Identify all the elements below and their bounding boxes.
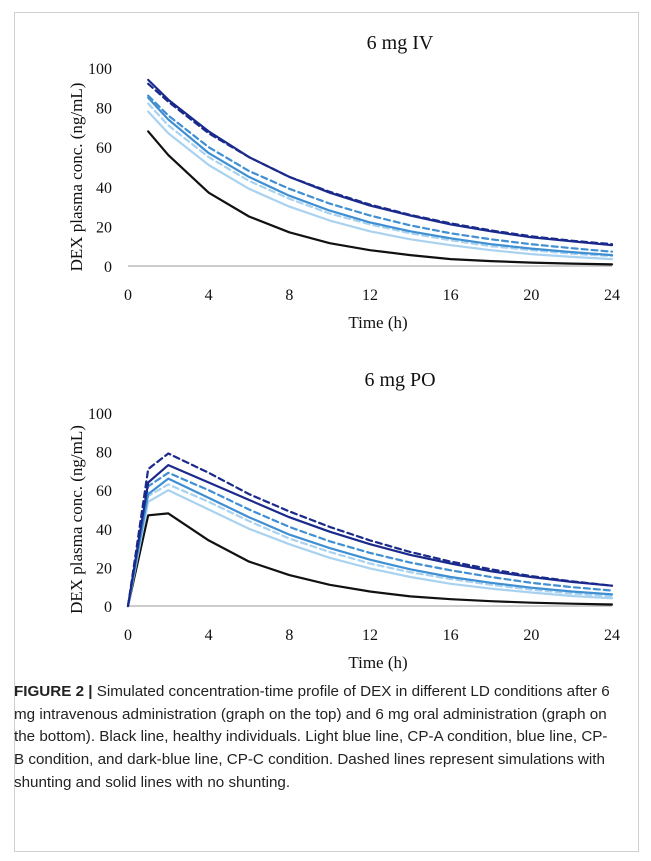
- series-line-4: [147, 94, 614, 253]
- y-tick-label: 100: [88, 406, 112, 423]
- x-tick-label: 12: [362, 627, 378, 644]
- series-line-3: [126, 477, 614, 608]
- y-tick-label: 0: [104, 599, 112, 616]
- x-tick-label: 4: [205, 287, 213, 304]
- y-tick-label: 40: [96, 180, 112, 197]
- series-line-0: [126, 512, 614, 608]
- series-line-6: [126, 452, 614, 608]
- x-tick-label: 20: [523, 627, 539, 644]
- x-tick-label: 16: [443, 627, 459, 644]
- x-tick-label: 16: [443, 287, 459, 304]
- x-tick-label: 20: [523, 287, 539, 304]
- y-tick-label: 0: [104, 259, 112, 276]
- y-tick-label: 40: [96, 522, 112, 539]
- y-tick-label: 80: [96, 101, 112, 118]
- series-line-0: [147, 130, 614, 266]
- x-axis-label: Time (h): [348, 653, 407, 672]
- series-line-2: [147, 102, 614, 258]
- y-tick-label: 100: [88, 61, 112, 78]
- figure-frame: [14, 12, 639, 852]
- x-tick-label: 24: [604, 627, 620, 644]
- series-line-3: [147, 96, 614, 257]
- caption-text: Simulated concentration-time profile of …: [14, 683, 610, 791]
- caption-lead: FIGURE 2 |: [14, 683, 93, 700]
- y-tick-label: 80: [96, 445, 112, 462]
- chart-title: 6 mg PO: [364, 369, 435, 391]
- x-tick-label: 8: [285, 287, 293, 304]
- x-tick-label: 8: [285, 627, 293, 644]
- series-line-6: [147, 82, 614, 246]
- series-line-1: [126, 489, 614, 608]
- x-axis-label: Time (h): [348, 313, 407, 332]
- chart-title: 6 mg IV: [367, 32, 434, 54]
- chart-panel-iv: 6 mg IV 0 4 8 12 16 20 24 0 20 40 60 80 100 Time (h) DE…: [67, 32, 620, 332]
- chart-panel-po: 6 mg PO 0 4 8 12 16 20 24 0 20 40 60 80 100 Time (h) DE…: [67, 369, 620, 672]
- y-axis-label: DEX plasma conc. (ng/mL): [67, 83, 86, 272]
- x-tick-label: 12: [362, 287, 378, 304]
- y-tick-label: 60: [96, 140, 112, 157]
- series-line-1: [147, 110, 614, 261]
- y-axis-label: DEX plasma conc. (ng/mL): [67, 425, 86, 614]
- x-tick-label: 4: [205, 627, 213, 644]
- x-tick-label: 0: [124, 627, 132, 644]
- figure-caption: FIGURE 2 | Simulated concentration-time …: [14, 681, 612, 795]
- x-tick-label: 24: [604, 287, 620, 304]
- series-line-2: [126, 483, 614, 608]
- y-tick-label: 20: [96, 219, 112, 236]
- x-tick-label: 0: [124, 287, 132, 304]
- series-line-4: [126, 471, 614, 608]
- y-tick-label: 60: [96, 483, 112, 500]
- y-tick-label: 20: [96, 560, 112, 577]
